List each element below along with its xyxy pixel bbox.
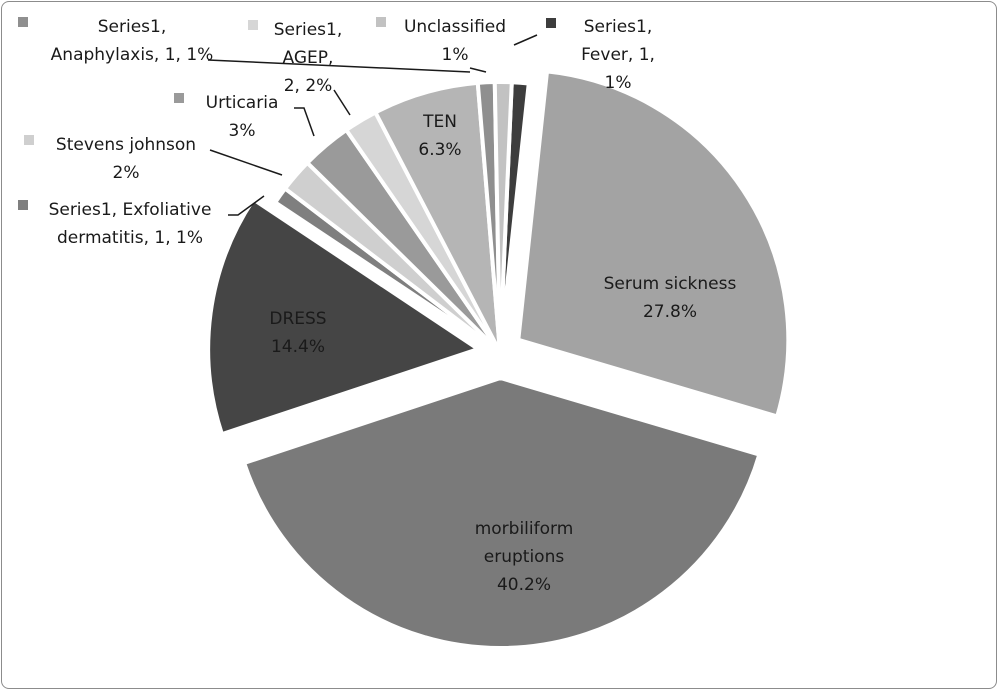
data-label-stevens-johnson: Stevens johnson 2% [56,135,196,183]
pie-slice-dress [206,196,483,437]
data-label-fever: Series1, Fever, 1, 1% [581,17,655,93]
data-label-serum-sickness: Serum sickness 27.8% [604,274,737,322]
legend-key-exfoliative-dermatitis [18,200,28,210]
leader-line-fever [513,34,538,46]
legend-key-urticaria [174,93,184,103]
data-label-agep: Series1, AGEP, 2, 2% [274,20,343,96]
data-label-morbiliform-eruptions: morbiliform eruptions 40.2% [475,519,574,595]
legend-key-agep [248,20,258,30]
leader-line-stevens-johnson [209,149,283,176]
leader-line-unclassified [469,67,487,73]
pie-slice-unclassified [492,80,514,353]
data-label-unclassified: Unclassified 1% [404,17,506,65]
legend-key-fever [546,18,556,28]
data-label-urticaria: Urticaria 3% [206,93,279,141]
pie-slice-morbiliform-eruptions [241,375,762,650]
leader-line-urticaria [294,107,315,137]
legend-key-anaphylaxis [18,17,28,27]
leader-line-agep [333,89,351,116]
legend-key-stevens-johnson [24,135,34,145]
legend-key-unclassified [376,17,386,27]
data-label-dress: DRESS 14.4% [269,309,326,357]
data-label-exfoliative-dermatitis: Series1, Exfoliative dermatitis, 1, 1% [49,200,212,248]
data-label-ten: TEN 6.3% [418,112,461,160]
leader-line-exfoliative-dermatitis [228,195,265,216]
leader-line-anaphylaxis [207,59,471,73]
pie-slice-serum-sickness [516,69,791,419]
data-label-anaphylaxis: Series1, Anaphylaxis, 1, 1% [51,17,214,65]
